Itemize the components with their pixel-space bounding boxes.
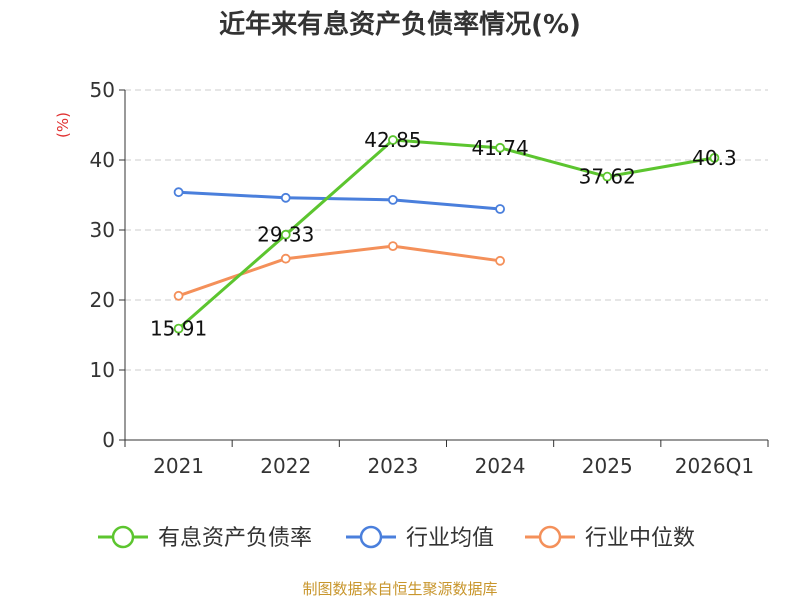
data-point <box>173 323 184 334</box>
gridlines <box>125 89 768 371</box>
data-label: 40.3 <box>692 146 737 170</box>
y-tick-label: 40 <box>90 148 115 172</box>
data-point <box>602 171 613 182</box>
y-tick-label: 20 <box>90 288 115 312</box>
series-group <box>173 135 720 334</box>
data-point <box>388 241 398 252</box>
series-line <box>178 190 501 211</box>
axes: 0 10 20 30 40 50 2021 2022 2023 2024 2025 2026Q1 <box>90 78 769 478</box>
data-point <box>495 255 505 266</box>
y-tick-label: 10 <box>90 358 115 382</box>
series-line <box>177 138 715 330</box>
legend-label: 有息资产负债率 <box>158 526 312 551</box>
x-tick-label: 2023 <box>367 454 418 478</box>
data-labels: 15.91 29.33 42.85 41.74 37.62 40.3 <box>150 128 737 341</box>
legend-label: 行业均值 <box>406 526 494 551</box>
data-point <box>495 204 505 214</box>
data-point <box>280 192 291 203</box>
data-label: 29.33 <box>257 223 314 247</box>
source-note: 制图数据来自恒生聚源数据库 <box>302 580 498 598</box>
y-tick-label: 0 <box>102 428 115 452</box>
legend-marker <box>111 525 135 549</box>
data-point <box>173 290 184 301</box>
y-axis-label: (%) <box>54 112 72 138</box>
data-point <box>388 194 398 205</box>
data-label: 15.91 <box>150 317 207 341</box>
y-tick-label: 50 <box>90 78 115 102</box>
chart-title: 近年来有息资产负债率情况(%) <box>219 10 581 40</box>
series-line <box>178 244 501 298</box>
data-point <box>280 229 291 240</box>
legend: 有息资产负债率 行业均值 行业中位数 <box>98 525 695 551</box>
data-point <box>173 187 184 198</box>
x-tick-label: 2022 <box>260 454 311 478</box>
legend-label: 行业中位数 <box>585 526 695 551</box>
x-tick-label: 2026Q1 <box>675 454 754 478</box>
data-label: 37.62 <box>579 165 636 189</box>
data-point <box>388 135 398 145</box>
legend-marker <box>359 525 383 549</box>
data-point <box>280 253 291 264</box>
x-tick-label: 2024 <box>475 454 526 478</box>
legend-marker <box>538 525 562 549</box>
data-label: 41.74 <box>471 136 528 160</box>
x-tick-label: 2021 <box>153 454 204 478</box>
x-tick-label: 2025 <box>582 454 633 478</box>
y-tick-label: 30 <box>90 218 115 242</box>
data-point <box>495 142 505 153</box>
data-label: 42.85 <box>364 128 421 152</box>
data-point <box>709 152 720 163</box>
